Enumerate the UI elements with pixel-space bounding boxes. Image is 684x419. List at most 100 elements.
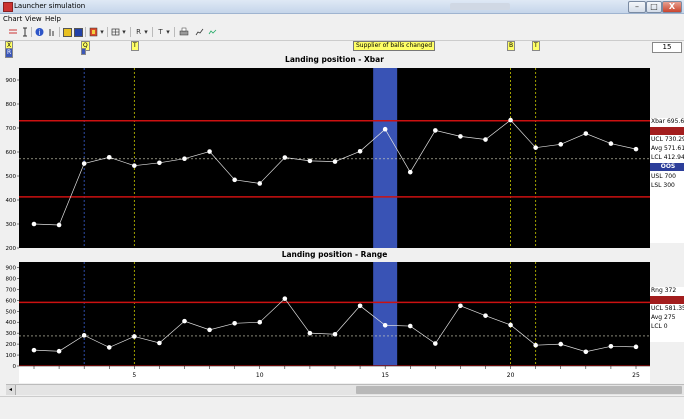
- grid-icon[interactable]: [111, 27, 120, 37]
- xbar-data-point: [182, 156, 187, 162]
- horizontal-scrollbar[interactable]: ◂: [6, 384, 684, 395]
- xbar-data-point: [81, 161, 87, 166]
- xbar-data-point: [307, 158, 313, 164]
- xbar-stats-panel: Xbar 695.6 UCL 730.29 Avg 571.61 LCL 412…: [650, 118, 684, 243]
- maximize-button[interactable]: □: [646, 1, 662, 13]
- blurred-title-text: [450, 3, 510, 10]
- app-icon: [3, 2, 13, 12]
- svg-text:i: i: [39, 29, 41, 37]
- xbar-data-point: [282, 155, 288, 160]
- range-y-tick-label: 600: [6, 298, 17, 304]
- trend-icon[interactable]: [195, 27, 204, 37]
- range-data-point: [232, 321, 237, 326]
- range-data-point: [106, 345, 112, 350]
- chevron-down-icon[interactable]: ▾: [144, 28, 148, 36]
- print-icon[interactable]: [179, 27, 189, 37]
- range-y-tick-label: 900: [6, 265, 17, 271]
- t-dropdown-label[interactable]: T: [158, 28, 163, 36]
- x-tick-label: 15: [381, 372, 389, 379]
- control-chart: Landing position - Xbar 200 300 400 500 600 70…: [6, 55, 650, 383]
- xbar-y-tick-label: 300: [6, 222, 17, 228]
- xbar-data-point: [458, 134, 463, 139]
- range-y-tick-label: 100: [6, 353, 17, 359]
- menu-view[interactable]: View: [25, 15, 42, 23]
- title-bar: Launcher simulation – □ X: [0, 0, 684, 14]
- range-marker[interactable]: R: [5, 48, 14, 58]
- xbar-data-point: [608, 141, 614, 146]
- menu-help[interactable]: Help: [45, 15, 61, 23]
- xbar-data-point: [357, 148, 363, 154]
- range-data-point: [56, 348, 62, 354]
- range-data-point: [382, 322, 388, 328]
- toolbar-separator: [107, 27, 108, 37]
- sample-count-field[interactable]: 15: [652, 42, 682, 53]
- range-y-tick-label: 700: [6, 287, 17, 293]
- range-data-point: [508, 322, 513, 328]
- range-y-tick-label: 800: [6, 276, 17, 282]
- xbar-data-point: [533, 145, 538, 150]
- range-data-point: [307, 330, 313, 336]
- range-data-point: [633, 344, 639, 350]
- range-data-point: [357, 303, 363, 309]
- close-button[interactable]: X: [662, 1, 682, 13]
- scroll-thumb[interactable]: [356, 386, 682, 394]
- xbar-data-point: [382, 126, 388, 132]
- xbar-usl: USL 700: [651, 173, 676, 180]
- toolbar-separator: [174, 27, 175, 37]
- range-data-point: [608, 343, 614, 349]
- scroll-left-arrow[interactable]: ◂: [6, 385, 16, 395]
- annotation-banner[interactable]: Supplier of balls changed: [353, 41, 436, 51]
- event-marker-21[interactable]: T: [532, 41, 540, 51]
- range-y-tick-label: 300: [6, 331, 17, 337]
- range-ooc-swatch: [650, 296, 684, 304]
- range-data-point: [433, 341, 438, 346]
- range-ucl: UCL 581.35: [651, 305, 684, 312]
- chevron-down-icon[interactable]: ▾: [166, 28, 170, 36]
- range-data-point: [533, 342, 538, 348]
- event-marker-5[interactable]: T: [131, 41, 139, 51]
- xbar-data-point: [558, 142, 564, 147]
- xbar-avg: Avg 571.61: [651, 145, 684, 152]
- xbar-data-point: [207, 149, 212, 154]
- chevron-down-icon[interactable]: ▾: [100, 28, 104, 36]
- xbar-lsl: LSL 300: [651, 182, 675, 189]
- xbar-ucl: UCL 730.29: [651, 136, 684, 143]
- xbar-data-point: [633, 146, 639, 152]
- xbar-data-point: [483, 137, 488, 142]
- event-marker-3-flag: [81, 48, 86, 55]
- toolbar-separator: [130, 27, 131, 37]
- range-data-point: [407, 323, 413, 329]
- range-bars-icon[interactable]: [22, 27, 28, 37]
- xbar-data-point: [407, 169, 413, 175]
- xbar-chart-title: Landing position - Xbar: [285, 55, 384, 64]
- r-dropdown-label[interactable]: R: [136, 28, 141, 36]
- color-picker-icon[interactable]: [89, 27, 98, 37]
- xbar-value: Xbar 695.6: [651, 118, 684, 125]
- range-data-point: [332, 331, 338, 337]
- range-y-tick-label: 500: [6, 309, 17, 315]
- chevron-down-icon[interactable]: ▾: [122, 28, 126, 36]
- x-tick-label: 10: [256, 372, 264, 379]
- range-y-tick-label: 200: [6, 342, 17, 348]
- yellow-square-icon[interactable]: [63, 28, 72, 37]
- window-title: Launcher simulation: [14, 2, 86, 10]
- xbar-data-point: [508, 117, 513, 123]
- trend-alt-icon[interactable]: [208, 27, 217, 37]
- minimize-button[interactable]: –: [628, 1, 646, 13]
- range-data-point: [207, 327, 212, 333]
- bars-icon[interactable]: [48, 27, 56, 37]
- blue-square-icon[interactable]: [74, 28, 83, 37]
- xbar-data-point: [332, 159, 338, 164]
- xbar-data-point: [106, 154, 112, 160]
- out-of-spec-badge: OOS: [650, 163, 684, 171]
- xbar-y-tick-label: 400: [6, 198, 17, 204]
- lines-icon[interactable]: [9, 27, 17, 37]
- status-bar: [0, 396, 684, 419]
- xbar-data-point: [433, 128, 438, 133]
- xbar-data-point: [157, 160, 162, 166]
- range-data-point: [583, 349, 589, 355]
- info-icon[interactable]: i: [35, 27, 44, 37]
- event-marker-20[interactable]: B: [507, 41, 516, 51]
- menu-chart[interactable]: Chart: [3, 15, 23, 23]
- range-data-point: [558, 341, 564, 347]
